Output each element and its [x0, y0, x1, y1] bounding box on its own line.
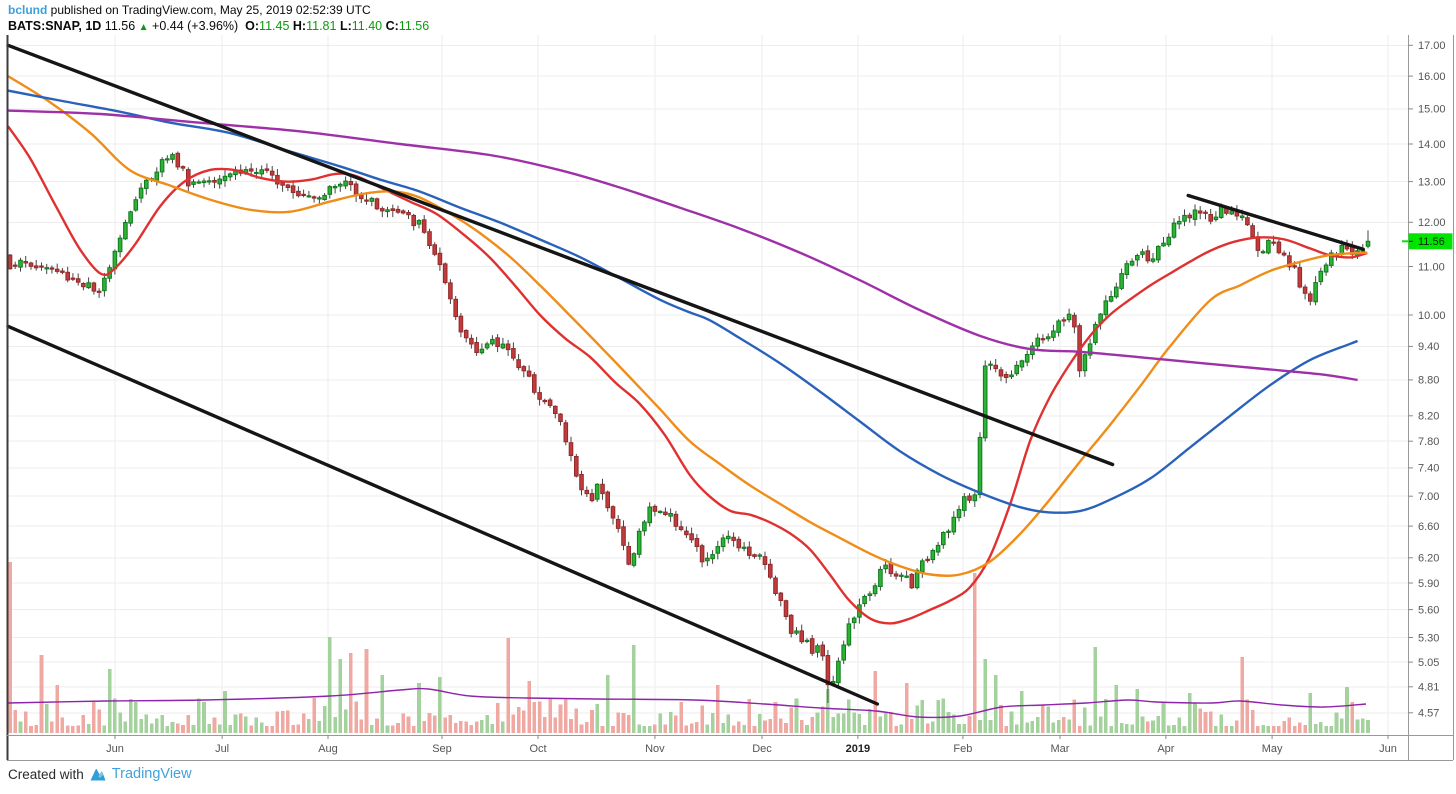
candles[interactable] — [8, 151, 1371, 703]
price-tick-label: 8.20 — [1418, 411, 1439, 423]
time-tick-label: Mar — [1051, 743, 1070, 755]
price-axis[interactable]: 17.00 16.00 15.00 14.00 13.00 12.00 11.00 10.00… — [1408, 40, 1446, 720]
time-tick-label: Jun — [1379, 743, 1397, 755]
svg-text:11.56: 11.56 — [1418, 236, 1445, 248]
price-tick-label: 15.00 — [1418, 104, 1446, 116]
price-tick-label: 6.60 — [1418, 521, 1439, 533]
author-link[interactable]: bclund — [8, 3, 48, 17]
last-price-tag: 11.56 — [1402, 233, 1453, 250]
legend-last-price: 11.56 — [104, 19, 136, 33]
ma-slowest-line[interactable] — [8, 109, 1358, 382]
tradingview-logo-icon[interactable] — [89, 767, 107, 782]
byline-text: published on TradingView.com, May 25, 20… — [47, 3, 371, 17]
price-tick-label: 17.00 — [1418, 40, 1446, 52]
price-tick-label: 4.57 — [1418, 708, 1439, 720]
price-tick-label: 5.90 — [1418, 578, 1439, 590]
price-tick-label: 11.00 — [1418, 261, 1445, 273]
high-label: H: — [292, 19, 307, 33]
legend-change: +0.44 (+3.96%) — [152, 19, 239, 33]
time-tick-label: Apr — [1157, 743, 1174, 755]
time-tick-label: Aug — [318, 743, 338, 755]
price-tick-label: 14.00 — [1418, 139, 1446, 151]
price-tick-label: 9.40 — [1418, 341, 1439, 353]
price-tick-label: 4.81 — [1418, 682, 1439, 694]
time-axis[interactable]: Jun Jul Aug Sep Oct Nov Dec 2019 Feb Mar Apr May Jun — [106, 735, 1397, 755]
price-tick-label: 5.05 — [1418, 657, 1439, 669]
price-tick-label: 7.00 — [1418, 491, 1439, 503]
price-tick-label: 7.40 — [1418, 463, 1439, 475]
chart-frame — [6, 35, 1454, 761]
ma-fast-line[interactable] — [8, 125, 1368, 625]
short-down-trendline[interactable] — [1186, 193, 1365, 252]
time-tick-label: Feb — [953, 743, 972, 755]
time-tick-label: 2019 — [846, 743, 870, 755]
ma-slow-line[interactable] — [8, 89, 1359, 514]
upper-channel-trendline[interactable] — [6, 43, 1115, 467]
price-tick-label: 6.20 — [1418, 553, 1439, 565]
volume-bars[interactable] — [8, 562, 1370, 733]
time-tick-label: Jun — [106, 743, 124, 755]
low-value: 11.40 — [351, 19, 383, 33]
time-tick-label: Oct — [529, 743, 546, 755]
byline: bclund published on TradingView.com, May… — [8, 3, 371, 17]
high-value: 11.81 — [306, 19, 337, 33]
time-tick-label: May — [1262, 743, 1283, 755]
time-tick-label: Dec — [752, 743, 772, 755]
close-value: 11.56 — [398, 19, 430, 33]
open-label: O: — [245, 19, 260, 33]
close-label: C: — [385, 19, 399, 33]
price-tick-label: 5.60 — [1418, 604, 1439, 616]
lower-channel-trendline[interactable] — [6, 324, 880, 706]
price-tick-label: 8.80 — [1418, 375, 1439, 387]
footer-attribution: Created with TradingView — [8, 766, 192, 782]
open-value: 11.45 — [259, 19, 290, 33]
price-tick-label: 12.00 — [1418, 217, 1446, 229]
up-triangle-icon: ▲ — [138, 22, 149, 33]
created-with-label: Created with — [8, 766, 84, 782]
price-tick-label: 7.80 — [1418, 436, 1439, 448]
low-label: L: — [339, 19, 352, 33]
symbol-name: BATS:SNAP, 1D — [8, 19, 102, 33]
time-tick-label: Nov — [645, 743, 665, 755]
price-tick-label: 10.00 — [1418, 310, 1446, 322]
price-tick-label: 13.00 — [1418, 176, 1446, 188]
time-tick-label: Sep — [432, 743, 452, 755]
price-tick-label: 5.30 — [1418, 632, 1439, 644]
volume-ma-line[interactable] — [7, 687, 1367, 719]
price-tick-label: 16.00 — [1418, 71, 1446, 83]
symbol-legend[interactable]: BATS:SNAP, 1D 11.56 ▲ +0.44 (+3.96%) O:1… — [8, 19, 429, 33]
ma-mid-line[interactable] — [8, 75, 1368, 578]
time-tick-label: Jul — [215, 743, 229, 755]
tradingview-brand-link[interactable]: TradingView — [111, 766, 192, 782]
